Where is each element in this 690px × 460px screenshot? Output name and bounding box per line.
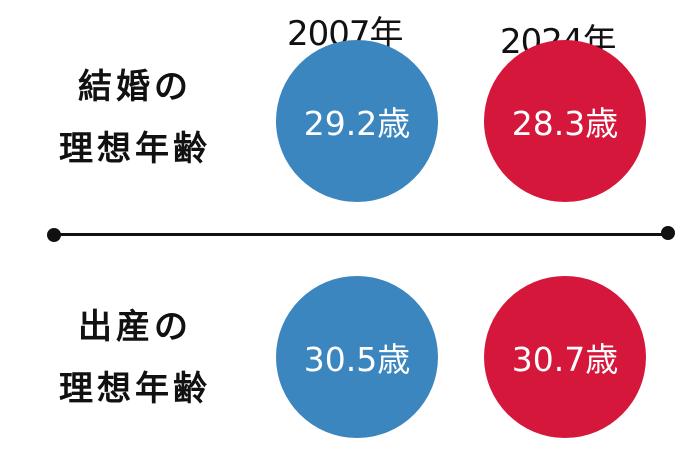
row-label-line: 理想年齢 bbox=[59, 369, 211, 409]
value-circle-childbirth-2007: 30.5歳 bbox=[276, 276, 438, 438]
value-circle-marriage-2024: 28.3歳 bbox=[484, 40, 646, 202]
divider-left-dot bbox=[47, 228, 61, 242]
row-label-line: 結婚の bbox=[78, 67, 192, 107]
value-circle-marriage-2007: 29.2歳 bbox=[276, 40, 438, 202]
divider-right-dot bbox=[661, 226, 675, 240]
divider-line bbox=[55, 233, 669, 236]
value-circle-childbirth-2024: 30.7歳 bbox=[484, 276, 646, 438]
row-label-line: 出産の bbox=[78, 307, 192, 347]
row-label-marriage: 結婚の 理想年齢 bbox=[40, 56, 230, 180]
row-label-line: 理想年齢 bbox=[59, 129, 211, 169]
row-label-childbirth: 出産の 理想年齢 bbox=[40, 296, 230, 420]
